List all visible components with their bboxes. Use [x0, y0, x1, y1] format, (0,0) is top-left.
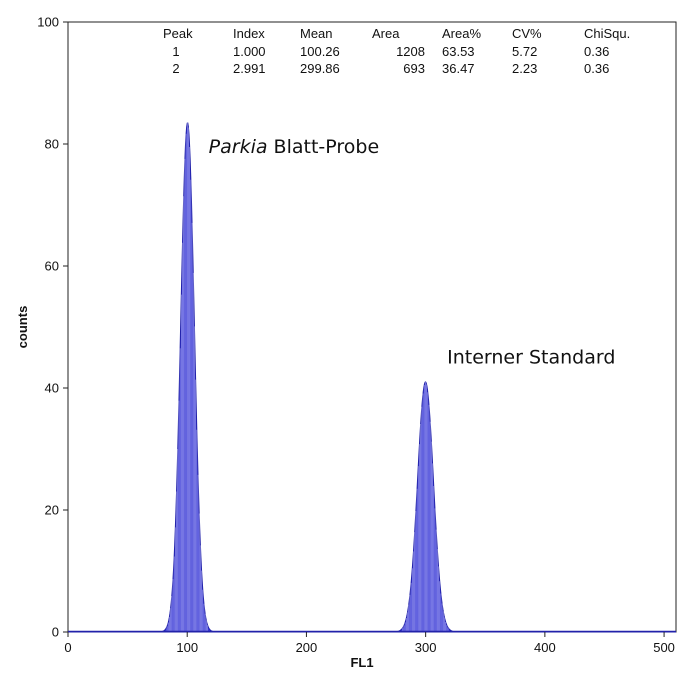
annotation-1: Parkia Blatt-Probe — [209, 136, 379, 158]
annotation-italic: Parkia — [209, 136, 268, 158]
stats-cell: 2 — [172, 61, 179, 76]
stats-cell: 299.86 — [300, 61, 340, 76]
stats-cell: 1 — [172, 44, 179, 59]
stats-header-cell: Mean — [300, 26, 333, 41]
stats-header-cell: Peak — [163, 26, 193, 41]
x-tick-label: 500 — [653, 640, 675, 655]
x-tick-label: 300 — [415, 640, 437, 655]
peak-annotations: Parkia Blatt-Probe Interner Standard — [209, 136, 616, 368]
annotation-text: Interner Standard — [447, 347, 615, 369]
annotation-text: Blatt-Probe — [268, 136, 380, 158]
stats-cell: 5.72 — [512, 44, 537, 59]
stats-cell: 1.000 — [233, 44, 266, 59]
y-tick-label: 80 — [45, 137, 59, 152]
x-axis-label: FL1 — [350, 655, 373, 670]
stats-table: Peak Index Mean Area Area% CV% ChiSqu. 1 1.000 10… — [163, 26, 630, 76]
plot-frame — [67, 21, 677, 633]
stats-cell: 2.23 — [512, 61, 537, 76]
stats-cell: 0.36 — [584, 44, 609, 59]
axis-ticks: 0 100 200 300 400 500 0 20 40 60 80 100 — [37, 15, 675, 656]
stats-cell: 693 — [403, 61, 425, 76]
stats-header-cell: ChiSqu. — [584, 26, 630, 41]
y-tick-label: 20 — [45, 503, 59, 518]
x-tick-label: 0 — [64, 640, 71, 655]
stats-cell: 63.53 — [442, 44, 475, 59]
y-tick-label: 100 — [37, 15, 59, 30]
x-tick-label: 200 — [296, 640, 318, 655]
stats-cell: 2.991 — [233, 61, 266, 76]
y-axis-label: counts — [15, 306, 30, 349]
stats-header-cell: Area% — [442, 26, 481, 41]
stats-cell: 0.36 — [584, 61, 609, 76]
x-tick-label: 100 — [176, 640, 198, 655]
stats-header-cell: Area — [372, 26, 400, 41]
stats-cell: 100.26 — [300, 44, 340, 59]
stats-header-cell: CV% — [512, 26, 542, 41]
y-tick-label: 0 — [52, 625, 59, 640]
stats-cell: 1208 — [396, 44, 425, 59]
stats-header-cell: Index — [233, 26, 265, 41]
x-tick-label: 400 — [534, 640, 556, 655]
stats-cell: 36.47 — [442, 61, 475, 76]
data-marks — [68, 122, 676, 633]
y-tick-label: 60 — [45, 259, 59, 274]
y-tick-label: 40 — [45, 381, 59, 396]
annotation-2: Interner Standard — [447, 347, 615, 369]
